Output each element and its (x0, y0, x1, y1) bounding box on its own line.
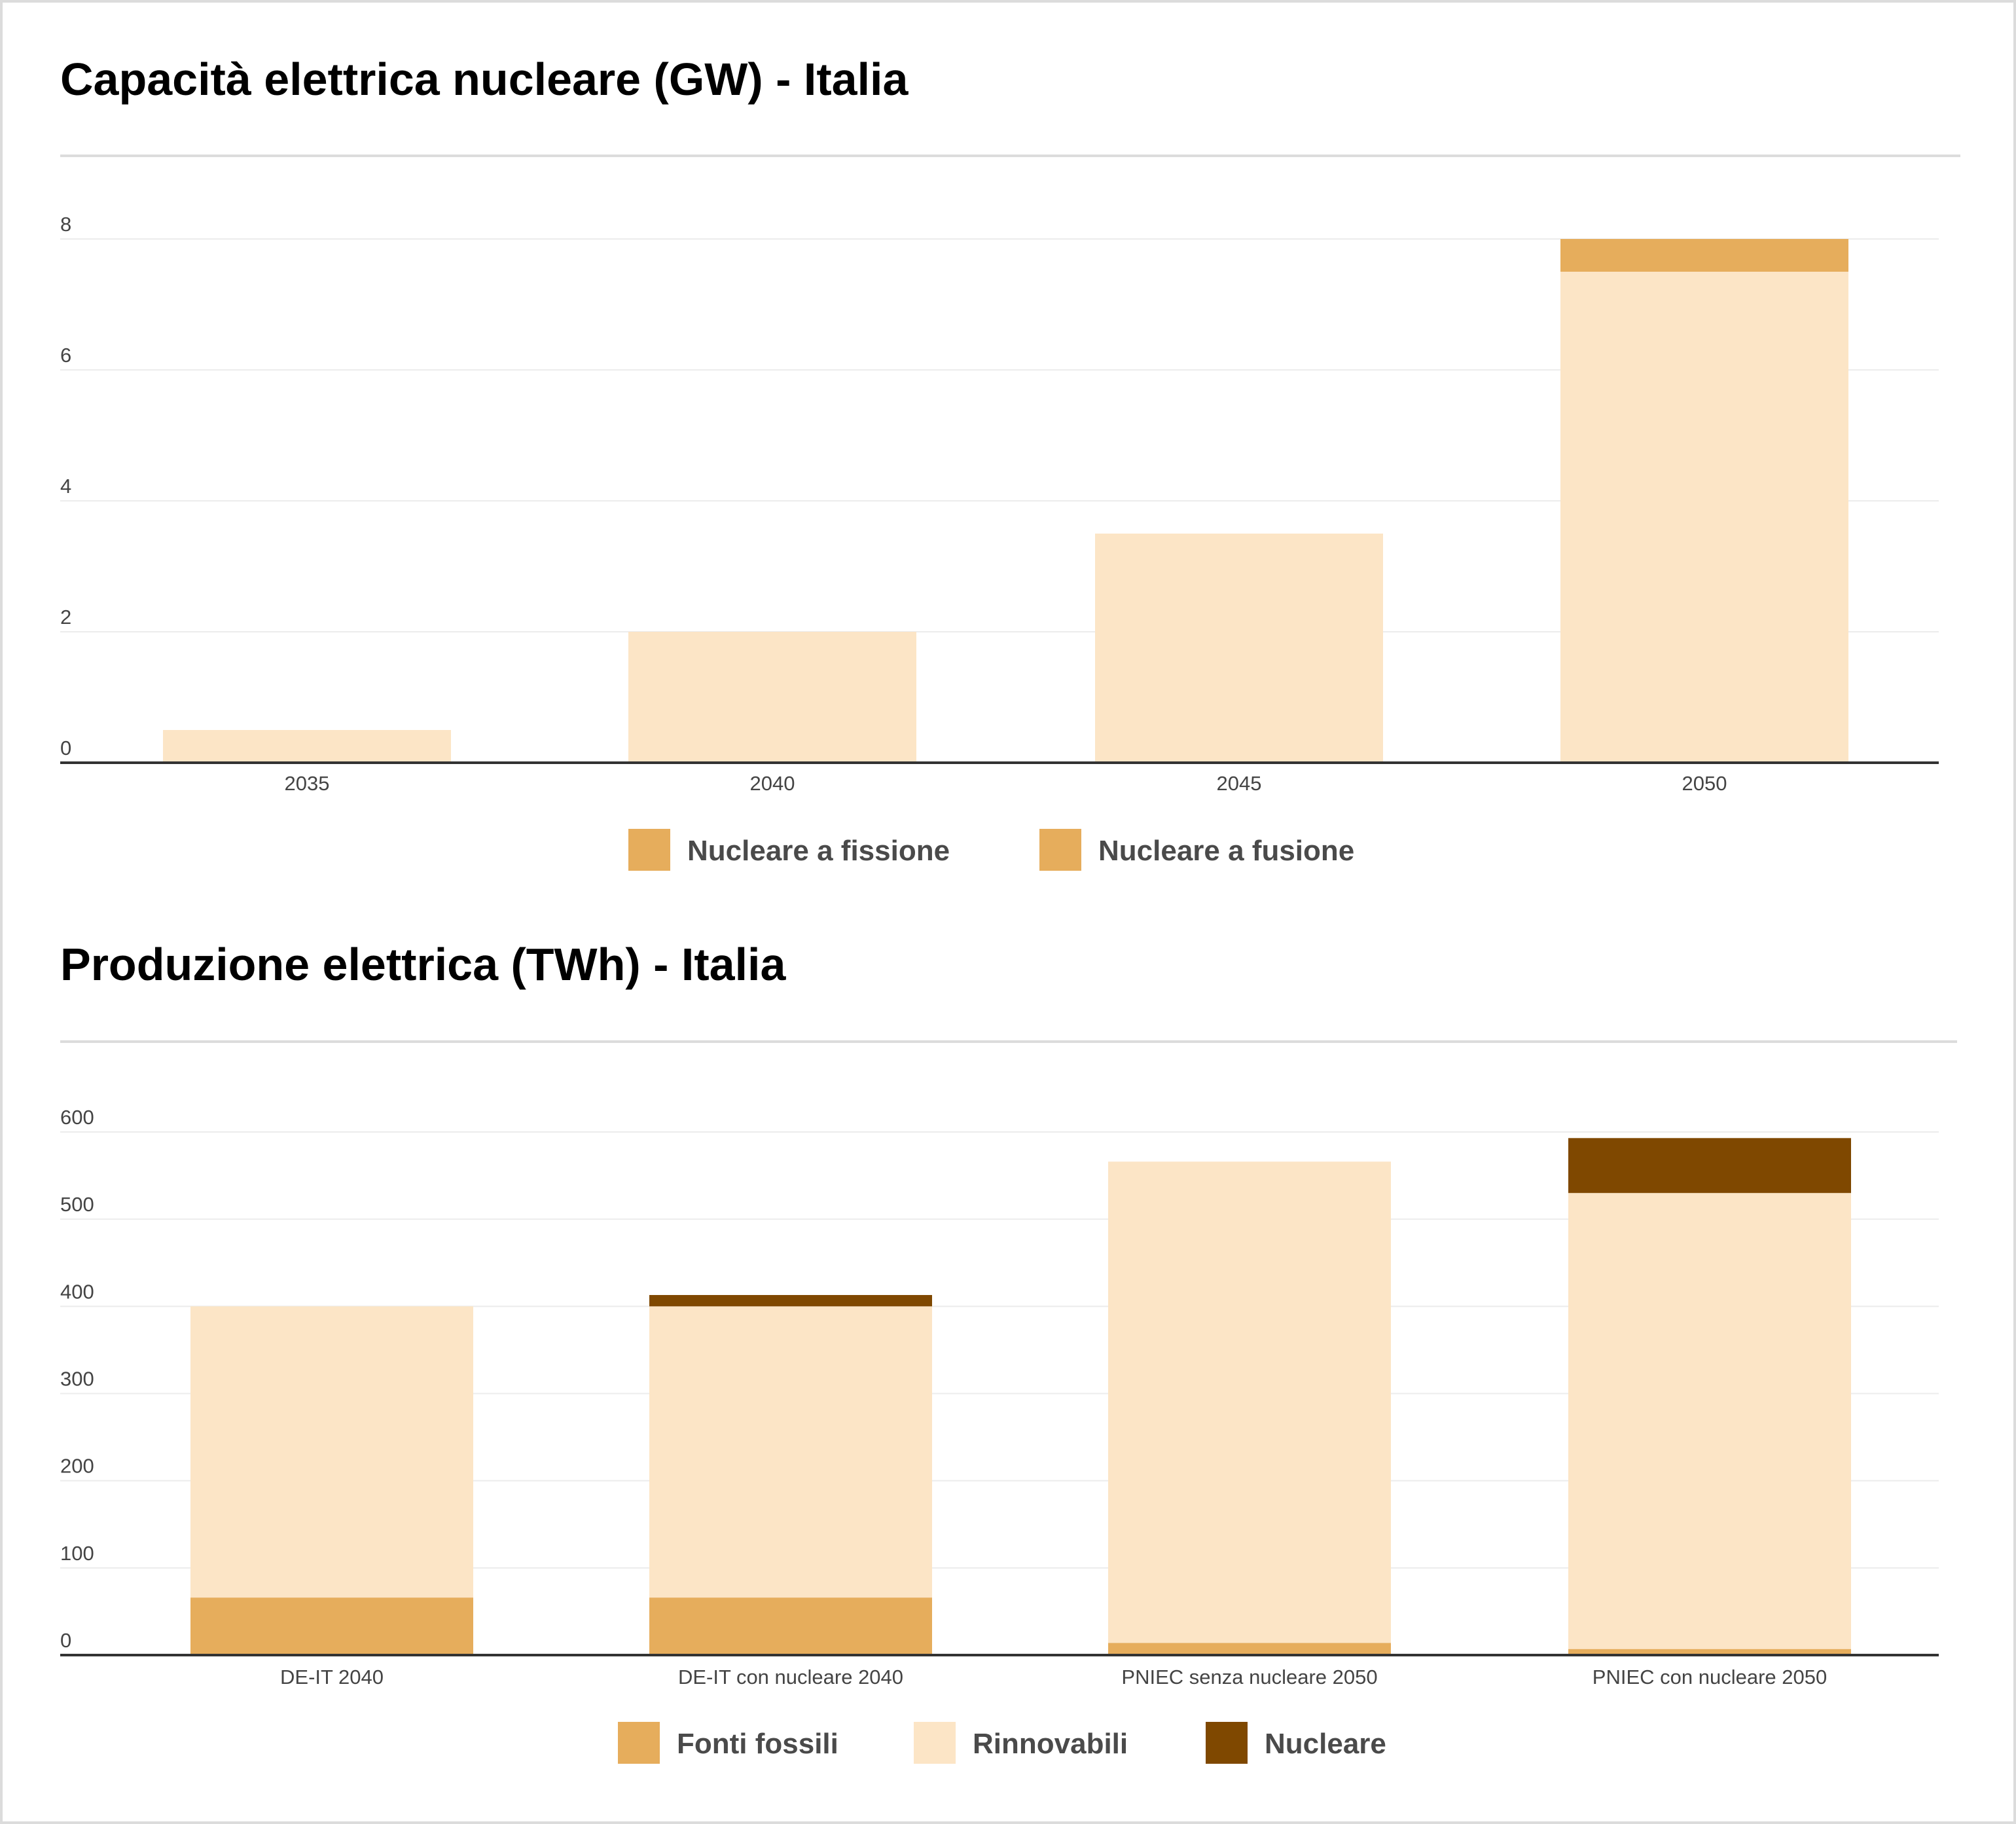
gridline (60, 631, 1939, 632)
y-tick-label: 8 (60, 213, 71, 236)
legend: Nucleare a fissione Nucleare a fusione (628, 829, 1354, 871)
x-tick-label: 2035 (285, 772, 330, 795)
legend-label: Fonti fossili (677, 1728, 838, 1760)
y-tick-label: 600 (60, 1106, 94, 1129)
y-tick-label: 4 (60, 475, 71, 498)
legend-label: Rinnovabili (973, 1728, 1128, 1760)
bar-rinnovabili-2 (649, 1306, 932, 1598)
x-tick-label: 2050 (1682, 772, 1727, 795)
y-tick-label: 500 (60, 1193, 94, 1216)
y-tick-label: 0 (60, 737, 71, 759)
chart-1: Capacità elettrica nucleare (GW) - Itali… (60, 54, 1960, 871)
y-tick-label: 6 (60, 344, 71, 367)
x-tick-label: 2040 (750, 772, 795, 795)
gridline (60, 238, 1939, 240)
gridline (60, 1131, 1939, 1133)
y-tick-label: 200 (60, 1455, 94, 1478)
bar-nucleare-a-fissione-4 (1560, 272, 1848, 763)
bar-nucleare-a-fissione-2 (628, 632, 916, 763)
bar-nucleare-2 (649, 1295, 932, 1307)
bar-fonti-fossili-3 (1108, 1643, 1391, 1655)
y-tick-label: 0 (60, 1629, 71, 1652)
legend-label: Nucleare a fusione (1098, 835, 1354, 867)
legend-label: Nucleare a fissione (687, 835, 950, 867)
bar-nucleare-4 (1568, 1138, 1851, 1194)
bar-rinnovabili-3 (1108, 1161, 1391, 1643)
x-axis-line (60, 761, 1939, 764)
x-tick-label: 2045 (1217, 772, 1262, 795)
bar-nucleare-a-fissione-3 (1095, 534, 1383, 763)
legend: Fonti fossili Rinnovabili Nucleare (618, 1722, 1386, 1764)
gridline (60, 1218, 1939, 1220)
gridline (60, 500, 1939, 502)
bar-nucleare-a-fusione-4 (1560, 239, 1848, 272)
x-axis-line (60, 1654, 1939, 1656)
x-tick-label: PNIEC senza nucleare 2050 (1121, 1666, 1377, 1688)
chart-title: Produzione elettrica (TWh) - Italia (60, 939, 786, 990)
gridline (60, 1567, 1939, 1569)
legend-swatch (618, 1722, 660, 1764)
title-divider (60, 155, 1960, 157)
x-tick-label: PNIEC con nucleare 2050 (1593, 1666, 1827, 1688)
bar-rinnovabili-1 (190, 1306, 473, 1598)
gridline (60, 1480, 1939, 1482)
legend-swatch (914, 1722, 956, 1764)
gridline (60, 1305, 1939, 1307)
y-tick-label: 2 (60, 606, 71, 629)
bar-fonti-fossili-4 (1568, 1649, 1851, 1655)
bar-fonti-fossili-1 (190, 1597, 473, 1655)
gridline (60, 1393, 1939, 1395)
title-divider (60, 1040, 1957, 1043)
legend-swatch (1206, 1722, 1248, 1764)
y-tick-label: 300 (60, 1368, 94, 1391)
legend-label: Nucleare (1265, 1728, 1386, 1760)
chart-title: Capacità elettrica nucleare (GW) - Itali… (60, 54, 909, 105)
gridline (60, 369, 1939, 371)
legend-swatch (628, 829, 670, 871)
x-tick-label: DE-IT con nucleare 2040 (678, 1666, 903, 1688)
legend-swatch (1039, 829, 1081, 871)
chart-2: Produzione elettrica (TWh) - Italia 0 100 2… (60, 939, 1957, 1764)
y-tick-label: 100 (60, 1542, 94, 1565)
bar-nucleare-a-fissione-1 (163, 730, 451, 763)
y-tick-label: 400 (60, 1280, 94, 1303)
bar-fonti-fossili-2 (649, 1597, 932, 1655)
x-tick-label: DE-IT 2040 (280, 1666, 384, 1688)
bar-rinnovabili-4 (1568, 1193, 1851, 1649)
